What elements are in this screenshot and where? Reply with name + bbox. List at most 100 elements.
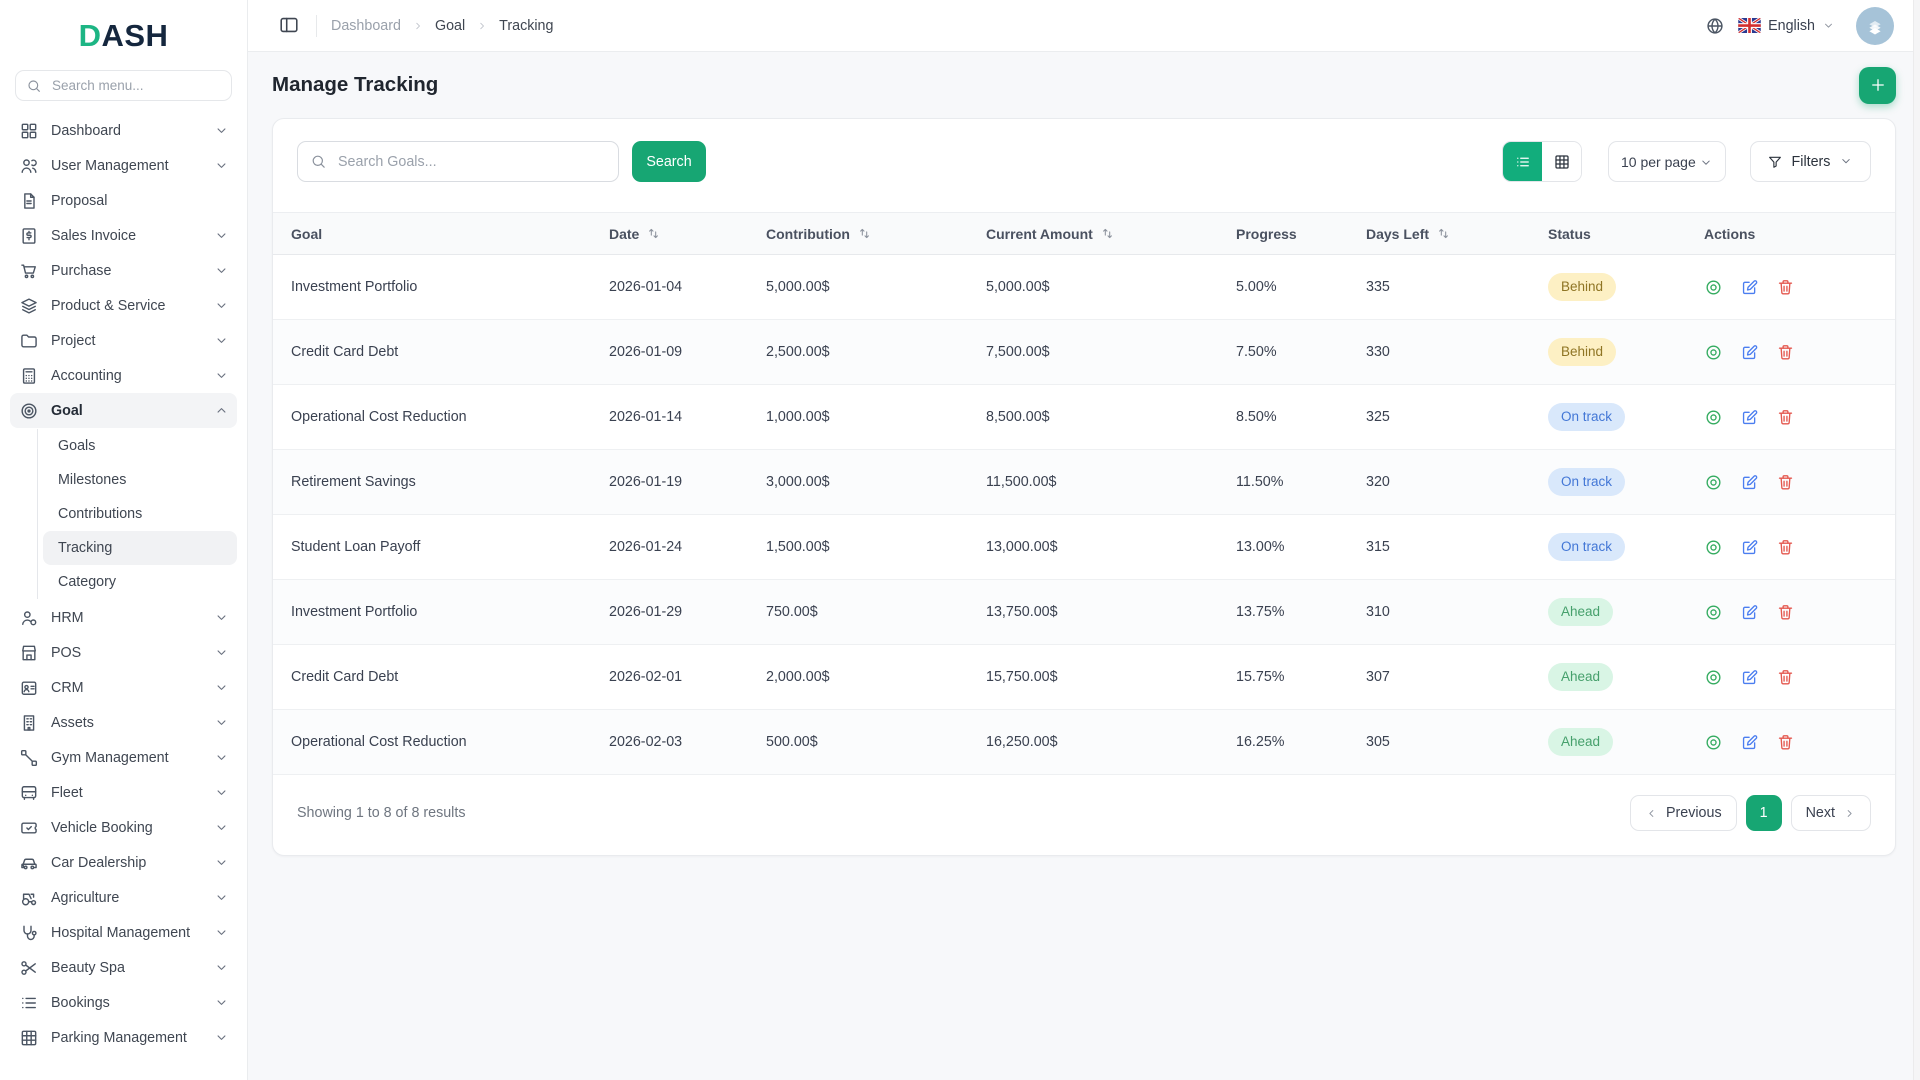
progress-cell: 8.50% (1236, 409, 1277, 425)
goals-search-input[interactable] (336, 152, 606, 171)
sidebar-item-beauty-spa[interactable]: Beauty Spa (10, 950, 237, 985)
chevron-down-icon (214, 890, 229, 905)
edit-button[interactable] (1740, 473, 1759, 492)
status-cell: Ahead (1548, 663, 1704, 691)
sidebar-item-pos[interactable]: POS (10, 635, 237, 670)
sidebar-item-fleet[interactable]: Fleet (10, 775, 237, 810)
sort-icon[interactable] (1436, 226, 1451, 241)
sidebar-search-input[interactable] (50, 77, 221, 94)
view-button[interactable] (1704, 408, 1723, 427)
sidebar-item-label: Assets (51, 714, 94, 731)
view-button[interactable] (1704, 343, 1723, 362)
list-view-button[interactable] (1503, 142, 1542, 181)
breadcrumb-tracking[interactable]: Tracking (499, 17, 554, 34)
language-selector[interactable]: English (1738, 18, 1835, 34)
view-button[interactable] (1704, 473, 1723, 492)
edit-button[interactable] (1740, 733, 1759, 752)
avatar[interactable] (1856, 6, 1894, 45)
sort-icon[interactable] (646, 226, 661, 241)
goal-cell: Operational Cost Reduction (291, 409, 467, 425)
edit-button[interactable] (1740, 408, 1759, 427)
list-view-icon (1514, 153, 1532, 171)
status-badge: Ahead (1548, 728, 1614, 756)
trash-icon (1776, 538, 1795, 557)
delete-button[interactable] (1776, 668, 1795, 687)
grid-view-button[interactable] (1542, 142, 1581, 181)
view-button[interactable] (1704, 538, 1723, 557)
delete-button[interactable] (1776, 538, 1795, 557)
column-header-current-amount[interactable]: Current Amount (986, 226, 1236, 242)
sidebar-item-label: Car Dealership (51, 854, 147, 871)
status-cell: Behind (1548, 273, 1704, 301)
eye-icon (1704, 343, 1723, 362)
chevron-down-icon (1699, 155, 1713, 169)
sidebar-item-assets[interactable]: Assets (10, 705, 237, 740)
previous-page-button[interactable]: Previous (1629, 795, 1737, 831)
view-button[interactable] (1704, 603, 1723, 622)
sidebar-item-purchase[interactable]: Purchase (10, 253, 237, 288)
delete-button[interactable] (1776, 733, 1795, 752)
edit-button[interactable] (1740, 538, 1759, 557)
next-page-button[interactable]: Next (1790, 795, 1871, 831)
sidebar-item-proposal[interactable]: Proposal (10, 183, 237, 218)
filters-button[interactable]: Filters (1750, 141, 1871, 182)
sidebar-subitem-category[interactable]: Category (58, 574, 117, 590)
breadcrumb-goal[interactable]: Goal (434, 17, 466, 34)
plus-icon (1869, 76, 1887, 94)
edit-button[interactable] (1740, 603, 1759, 622)
delete-button[interactable] (1776, 603, 1795, 622)
column-header-contribution[interactable]: Contribution (766, 226, 986, 242)
sidebar-item-sales-invoice[interactable]: Sales Invoice (10, 218, 237, 253)
sort-icon[interactable] (1100, 226, 1115, 241)
current-amount-cell: 8,500.00$ (986, 409, 1050, 425)
edit-button[interactable] (1740, 668, 1759, 687)
sidebar-subitem-milestones[interactable]: Milestones (58, 472, 127, 488)
progress-cell: 15.75% (1236, 669, 1285, 685)
sidebar-item-vehicle-booking[interactable]: Vehicle Booking (10, 810, 237, 845)
topbar: Dashboard Goal Tracking (248, 0, 1920, 52)
sidebar-toggle-button[interactable] (278, 14, 302, 38)
sidebar-item-dashboard[interactable]: Dashboard (10, 113, 237, 148)
column-label: Goal (291, 225, 323, 242)
chevron-down-icon (214, 123, 229, 138)
sidebar-item-gym-management[interactable]: Gym Management (10, 740, 237, 775)
next-label: Next (1805, 805, 1835, 821)
view-button[interactable] (1704, 668, 1723, 687)
sidebar-item-project[interactable]: Project (10, 323, 237, 358)
sidebar-item-car-dealership[interactable]: Car Dealership (10, 845, 237, 880)
page-1-button[interactable]: 1 (1745, 795, 1782, 831)
trash-icon (1776, 278, 1795, 297)
sidebar: DASH Dashboard User Management Proposal Sal… (0, 0, 248, 1080)
sidebar-item-accounting[interactable]: Accounting (10, 358, 237, 393)
per-page-select[interactable]: 10 per page (1608, 141, 1726, 182)
sidebar-item-product-service[interactable]: Product & Service (10, 288, 237, 323)
scrollbar-track[interactable] (1913, 0, 1920, 1080)
delete-button[interactable] (1776, 473, 1795, 492)
edit-button[interactable] (1740, 343, 1759, 362)
column-header-days-left[interactable]: Days Left (1366, 226, 1548, 242)
sidebar-item-user-management[interactable]: User Management (10, 148, 237, 183)
search-button[interactable]: Search (632, 141, 706, 182)
sidebar-subitem-tracking[interactable]: Tracking (43, 531, 237, 565)
view-button[interactable] (1704, 278, 1723, 297)
delete-button[interactable] (1776, 408, 1795, 427)
sidebar-subitem-goals[interactable]: Goals (58, 438, 96, 454)
sidebar-item-agriculture[interactable]: Agriculture (10, 880, 237, 915)
sidebar-item-hospital-management[interactable]: Hospital Management (10, 915, 237, 950)
view-button[interactable] (1704, 733, 1723, 752)
sidebar-item-crm[interactable]: CRM (10, 670, 237, 705)
delete-button[interactable] (1776, 343, 1795, 362)
sidebar-item-bookings[interactable]: Bookings (10, 985, 237, 1020)
sidebar-item-parking-management[interactable]: Parking Management (10, 1020, 237, 1055)
edit-button[interactable] (1740, 278, 1759, 297)
sort-icon[interactable] (857, 226, 872, 241)
delete-button[interactable] (1776, 278, 1795, 297)
globe-button[interactable] (1705, 16, 1725, 36)
actions-cell (1704, 408, 1895, 427)
sidebar-item-hrm[interactable]: HRM (10, 600, 237, 635)
sidebar-item-goal[interactable]: Goal (10, 393, 237, 428)
sidebar-subitem-contributions[interactable]: Contributions (58, 506, 143, 522)
column-header-date[interactable]: Date (609, 226, 766, 242)
breadcrumb-dashboard[interactable]: Dashboard (331, 17, 401, 34)
add-tracking-button[interactable] (1859, 66, 1896, 104)
